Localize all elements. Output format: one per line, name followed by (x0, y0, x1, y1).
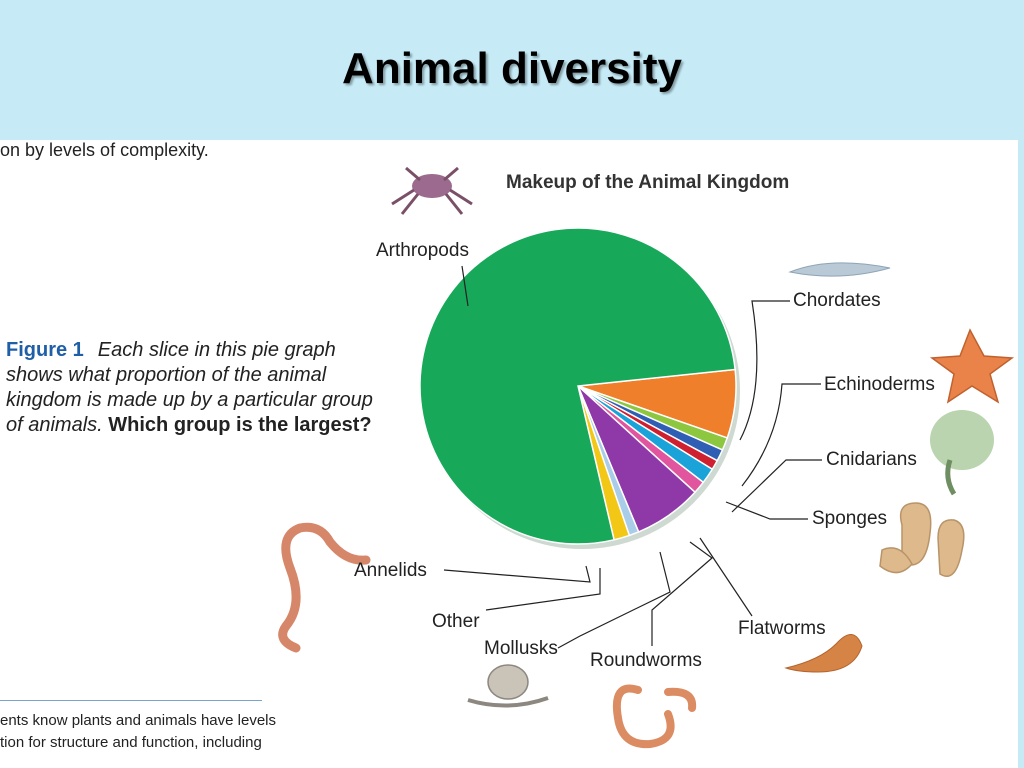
chart-title: Makeup of the Animal Kingdom (506, 172, 789, 193)
label-other: Other (432, 611, 480, 632)
anemone-illustration (930, 410, 994, 496)
label-roundworms: Roundworms (590, 650, 702, 671)
label-mollusks: Mollusks (484, 638, 558, 659)
sponge-illustration (879, 502, 965, 577)
label-flatworms: Flatworms (738, 618, 826, 639)
bottom-text-line: ents know plants and animals have levels (0, 712, 276, 729)
label-cnidarians: Cnidarians (826, 449, 917, 470)
leader-line-cnidarians (731, 459, 822, 513)
caption-question: Which group is the largest? (108, 414, 372, 436)
figure-caption: Figure 1 Each slice in this pie graph sho… (6, 338, 374, 438)
label-sponges: Sponges (812, 508, 887, 529)
crab-illustration (391, 166, 473, 215)
leader-line-chordates (739, 300, 790, 441)
leader-line-flatworms (699, 537, 753, 617)
pie-slice-arthropods (419, 227, 736, 545)
roundworm-illustration (613, 684, 697, 749)
leader-line-other (485, 568, 601, 611)
label-echinoderms: Echinoderms (824, 374, 935, 395)
pie-chart: Makeup of the Animal Kingdom Chordates Ec… (278, 166, 1015, 749)
leader-line-sponges (725, 501, 808, 520)
caption-body: Each slice in this pie graph shows what … (6, 339, 373, 436)
worm-illustration-left (278, 522, 371, 653)
label-chordates: Chordates (793, 290, 881, 311)
label-arthropods: Arthropods (376, 240, 469, 261)
slide-title: Animal diversity (342, 44, 682, 93)
leader-line-echinoderms (741, 383, 821, 487)
label-annelids: Annelids (354, 560, 427, 581)
leader-line-mollusks (557, 551, 671, 649)
snail-illustration (467, 664, 549, 708)
leader-line-arthropods (461, 265, 469, 307)
starfish-illustration (929, 328, 1015, 404)
leader-line-annelids (443, 565, 591, 583)
fish-illustration (788, 262, 891, 277)
bottom-text-line: tion for structure and function, includi… (0, 734, 262, 751)
textbook-figure: on by levels of complexity. Figure 1 Each… (0, 140, 1018, 768)
figure-label: Figure 1 (6, 339, 84, 361)
leader-line-roundworms (651, 541, 713, 646)
flatworm-illustration (784, 634, 863, 673)
cut-off-text-bottom: ents know plants and animals have levels… (0, 710, 280, 754)
divider (0, 700, 262, 701)
cut-off-text-top: on by levels of complexity. (0, 140, 209, 160)
